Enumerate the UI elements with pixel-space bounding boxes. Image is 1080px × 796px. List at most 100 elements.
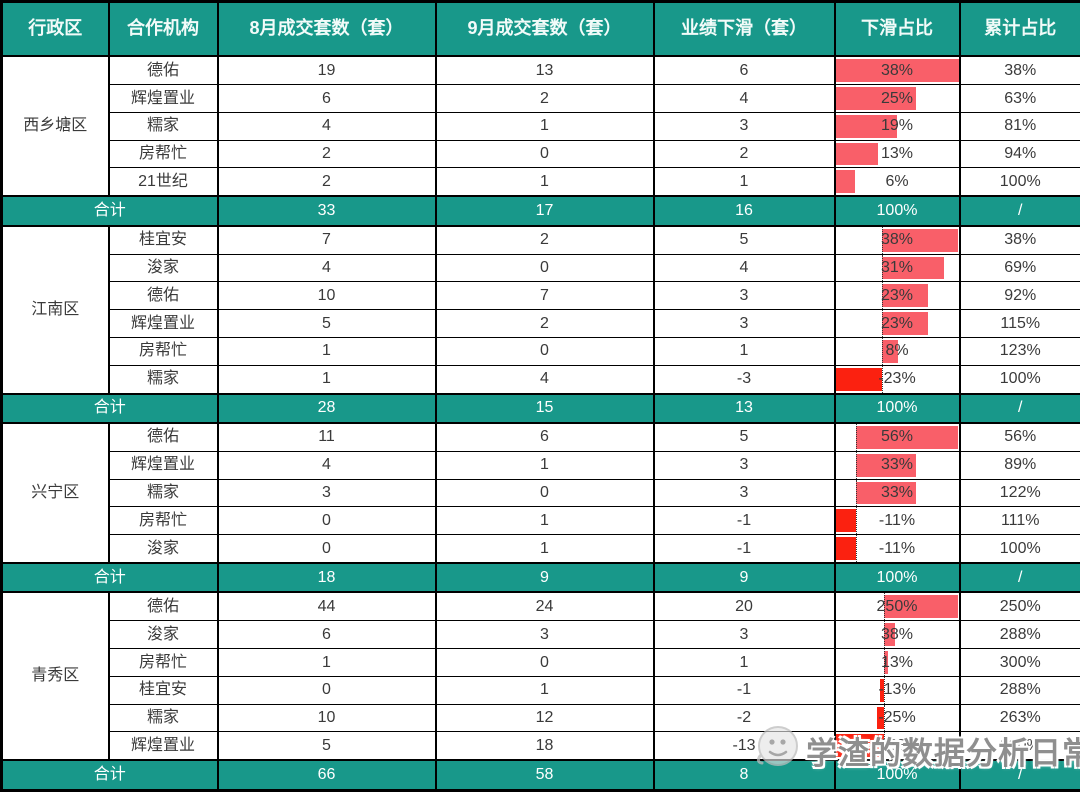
decline-bar bbox=[836, 170, 855, 194]
decline-pct-bar-cell: 8% bbox=[833, 336, 961, 366]
total-decline-pct-cell: 100% bbox=[833, 561, 961, 594]
table-row: 浚家 0 1 -1 -11% 100% bbox=[2, 534, 1080, 564]
decline-bar bbox=[836, 734, 885, 758]
aug-deals-cell: 4 bbox=[216, 450, 437, 480]
total-aug-cell: 18 bbox=[216, 561, 437, 594]
decline-pct-label: 250% bbox=[876, 597, 918, 615]
decline-bar bbox=[881, 256, 945, 280]
total-label-cell: 合计 bbox=[0, 759, 219, 792]
aug-deals-cell: 1 bbox=[216, 336, 437, 366]
sep-deals-cell: 24 bbox=[434, 591, 655, 622]
total-sep-cell: 9 bbox=[434, 561, 655, 594]
bar-zero-axis bbox=[884, 732, 886, 760]
decline-cell: 4 bbox=[652, 84, 836, 113]
agency-cell: 德佑 bbox=[107, 55, 219, 85]
aug-deals-cell: 4 bbox=[216, 111, 437, 141]
sep-deals-cell: 1 bbox=[434, 675, 655, 705]
decline-bar bbox=[884, 623, 896, 646]
district-cell: 青秀区 bbox=[0, 591, 110, 761]
decline-pct-label: 8% bbox=[885, 342, 909, 360]
agency-cell: 糯家 bbox=[107, 364, 219, 394]
sep-deals-cell: 1 bbox=[434, 450, 655, 480]
decline-pct-bar-cell: 33% bbox=[833, 450, 961, 480]
decline-cell: 4 bbox=[652, 253, 836, 283]
decline-pct-label: 13% bbox=[880, 145, 914, 163]
table-row: 糯家 4 1 3 19% 81% bbox=[2, 111, 1080, 141]
aug-deals-cell: 6 bbox=[216, 620, 437, 649]
agency-cell: 浚家 bbox=[107, 620, 219, 649]
cum-pct-cell: 89% bbox=[958, 450, 1080, 480]
aug-deals-cell: 1 bbox=[216, 364, 437, 394]
decline-pct-label: 23% bbox=[880, 286, 914, 304]
decline-cell: 5 bbox=[652, 225, 836, 255]
agency-cell: 德佑 bbox=[107, 591, 219, 622]
decline-pct-bar-cell: -25% bbox=[833, 703, 961, 733]
decline-pct-label: 31% bbox=[880, 259, 914, 277]
column-header-agency: 合作机构 bbox=[107, 1, 219, 57]
agency-cell: 浚家 bbox=[107, 253, 219, 283]
sep-deals-cell: 4 bbox=[434, 364, 655, 394]
table-row: 21世纪 2 1 1 6% 100% bbox=[2, 167, 1080, 197]
decline-cell: 1 bbox=[652, 336, 836, 366]
cum-pct-cell: 100% bbox=[958, 167, 1080, 197]
total-cum-pct-cell: / bbox=[958, 759, 1080, 792]
total-decline-pct-cell: 100% bbox=[833, 759, 961, 792]
decline-bar bbox=[884, 595, 958, 619]
decline-pct-label: 25% bbox=[880, 89, 914, 107]
cum-pct-cell: 100% bbox=[958, 534, 1080, 564]
total-cum-pct-cell: / bbox=[958, 195, 1080, 227]
district-cell: 兴宁区 bbox=[0, 422, 110, 564]
aug-deals-cell: 0 bbox=[216, 506, 437, 535]
sep-deals-cell: 6 bbox=[434, 422, 655, 452]
decline-cell: 3 bbox=[652, 620, 836, 649]
bar-zero-axis bbox=[855, 479, 857, 506]
sep-deals-cell: 0 bbox=[434, 253, 655, 283]
bar-zero-axis bbox=[855, 452, 857, 479]
cum-pct-cell: 263% bbox=[958, 703, 1080, 733]
decline-pct-bar-cell: -11% bbox=[833, 534, 961, 564]
sep-deals-cell: 12 bbox=[434, 703, 655, 733]
total-aug-cell: 28 bbox=[216, 392, 437, 424]
decline-pct-bar-cell: 38% bbox=[833, 225, 961, 255]
decline-pct-bar-cell: 6% bbox=[833, 167, 961, 197]
cum-pct-cell: 56% bbox=[958, 422, 1080, 452]
decline-cell: 3 bbox=[652, 309, 836, 338]
cum-pct-cell: 92% bbox=[958, 281, 1080, 310]
agency-cell: 辉煌置业 bbox=[107, 84, 219, 113]
decline-pct-label: 56% bbox=[880, 428, 914, 446]
total-sep-cell: 58 bbox=[434, 759, 655, 792]
decline-cell: 1 bbox=[652, 648, 836, 677]
decline-bar bbox=[881, 312, 929, 335]
sep-deals-cell: 7 bbox=[434, 281, 655, 310]
aug-deals-cell: 4 bbox=[216, 253, 437, 283]
total-aug-cell: 66 bbox=[216, 759, 437, 792]
total-cum-pct-cell: / bbox=[958, 392, 1080, 424]
aug-deals-cell: 44 bbox=[216, 591, 437, 622]
decline-pct-bar-cell: -163% bbox=[833, 731, 961, 761]
bar-zero-axis bbox=[881, 310, 883, 337]
decline-pct-label: 33% bbox=[880, 456, 914, 474]
total-row: 合计 18 9 9 100% / bbox=[0, 561, 1080, 594]
decline-pct-label: 6% bbox=[885, 172, 909, 190]
table-row: 辉煌置业 4 1 3 33% 89% bbox=[2, 450, 1080, 480]
decline-pct-label: 33% bbox=[880, 484, 914, 502]
decline-bar bbox=[884, 651, 888, 674]
decline-cell: 20 bbox=[652, 591, 836, 622]
decline-bar bbox=[836, 142, 878, 166]
decline-pct-bar-cell: 13% bbox=[833, 139, 961, 169]
bar-zero-axis bbox=[884, 593, 886, 620]
agency-cell: 辉煌置业 bbox=[107, 731, 219, 761]
cum-pct-cell: 63% bbox=[958, 84, 1080, 113]
bar-zero-axis bbox=[881, 282, 883, 309]
decline-cell: 3 bbox=[652, 281, 836, 310]
cum-pct-cell: 100% bbox=[958, 731, 1080, 761]
decline-pct-bar-cell: 31% bbox=[833, 253, 961, 283]
decline-cell: -1 bbox=[652, 506, 836, 535]
cum-pct-cell: 94% bbox=[958, 139, 1080, 169]
agency-cell: 德佑 bbox=[107, 422, 219, 452]
bar-zero-axis bbox=[881, 254, 883, 281]
decline-bar bbox=[855, 425, 958, 449]
agency-cell: 桂宜安 bbox=[107, 675, 219, 705]
decline-cell: -1 bbox=[652, 675, 836, 705]
